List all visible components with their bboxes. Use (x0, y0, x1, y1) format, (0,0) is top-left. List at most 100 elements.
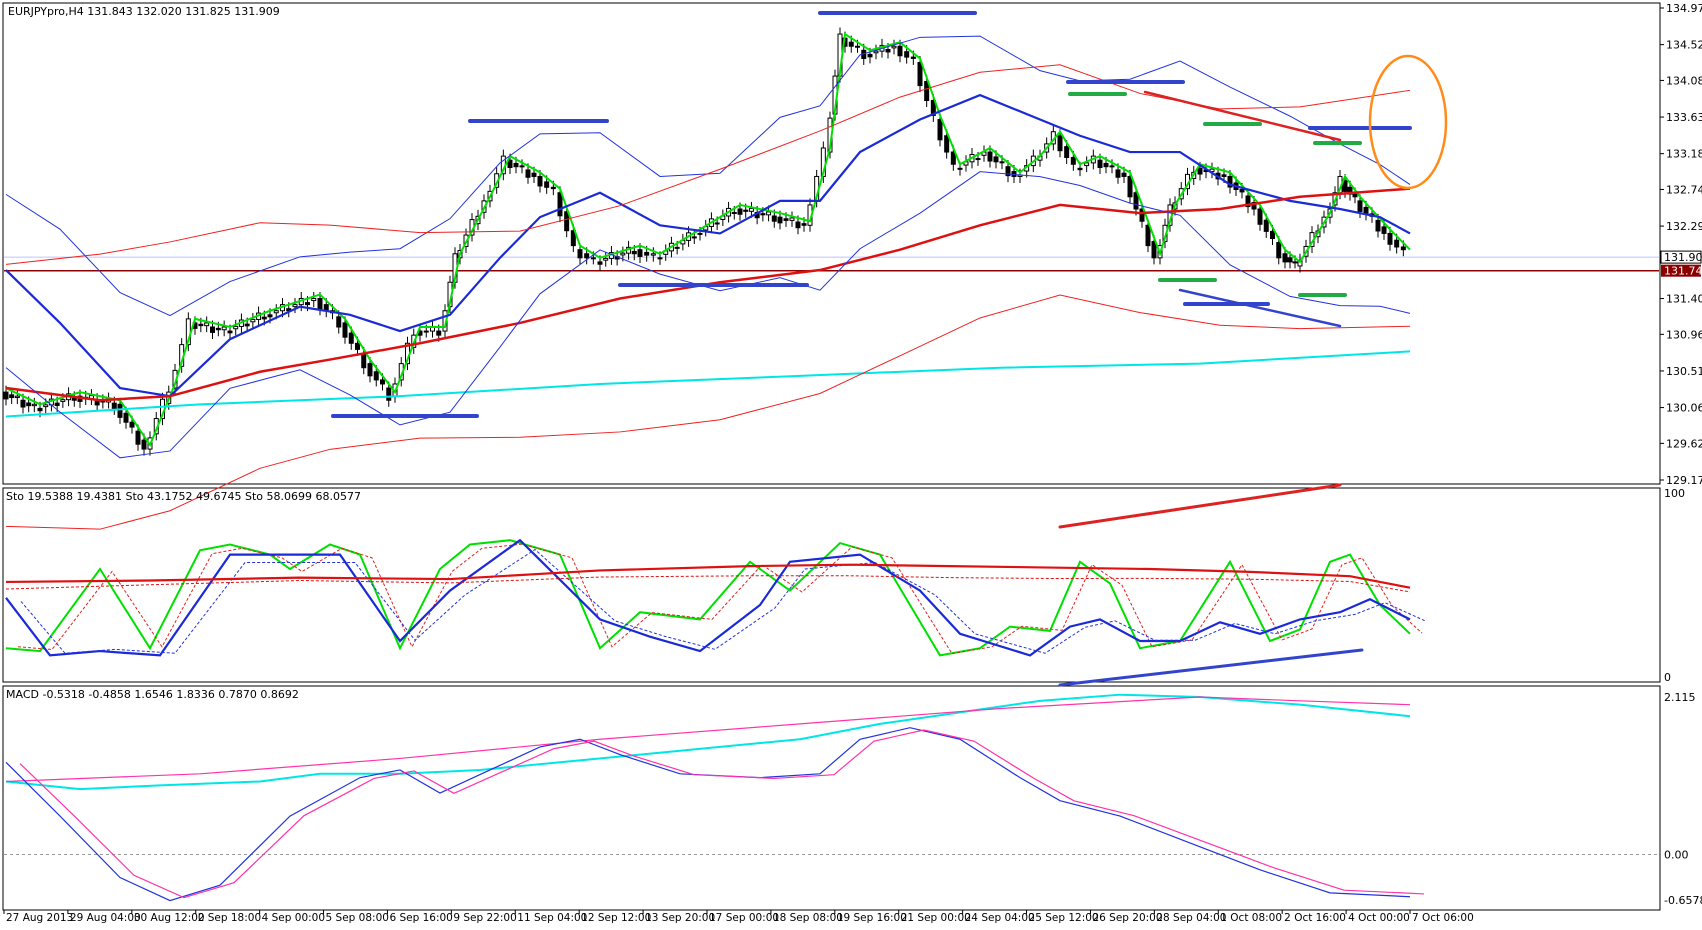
stoch-blue-trendline (1058, 648, 1364, 687)
candle-body (305, 302, 310, 306)
candle-body (60, 399, 66, 402)
candle-body (31, 403, 37, 407)
time-tick-label: 17 Sep 00:00 (709, 912, 779, 924)
current-price-label: 131.909 (1664, 251, 1702, 264)
candle-body (1270, 230, 1275, 240)
candle-body (342, 322, 348, 338)
candle-body (873, 50, 879, 54)
stoch-fast-line (5, 539, 1411, 657)
stoch-mid-line (5, 538, 1411, 657)
candle-body (644, 251, 650, 256)
candle-body (855, 45, 860, 48)
candle-body (891, 45, 897, 49)
price-tick-label: 132.740 (1666, 183, 1702, 196)
price-tick-label: 130.960 (1666, 328, 1702, 341)
candle-body (513, 162, 519, 168)
candle-body (250, 318, 256, 323)
candle-body (3, 391, 9, 400)
candle-body (1381, 226, 1387, 234)
candle-body (210, 326, 215, 333)
candle-body (519, 165, 525, 168)
candle-body (273, 310, 279, 314)
time-tick-label: 4 Sep 00:00 (262, 912, 325, 924)
stoch-panel-frame (2, 487, 1661, 683)
bollinger-lower-blue (5, 171, 1411, 459)
candle-body (766, 211, 772, 216)
resistance-trendline (1143, 90, 1342, 142)
price-tick-label: 134.080 (1666, 74, 1702, 87)
candle-body (367, 363, 373, 377)
candle-body (531, 172, 537, 177)
bollinger-upper-blue (5, 35, 1411, 317)
time-tick-label: 26 Sep 20:00 (1092, 912, 1162, 924)
candle-body (373, 371, 379, 381)
candle-body (577, 249, 583, 259)
price-tick-label: 130.510 (1666, 365, 1702, 378)
candle-body (1263, 219, 1269, 232)
candle-body (993, 156, 999, 163)
candle-body (987, 151, 993, 162)
candle-body (54, 402, 60, 406)
candle-body (317, 298, 323, 310)
candle-body (620, 252, 626, 256)
candle-body (1121, 172, 1127, 177)
candle-body (1400, 246, 1406, 251)
candle-body (697, 232, 703, 235)
price-panel-title: EURJPYpro,H4 131.843 132.020 131.825 131… (8, 5, 280, 18)
time-tick-label: 2 Sep 18:00 (198, 912, 261, 924)
candle-body (657, 257, 663, 260)
price-axis: 134.970 134.520 134.080 133.630 133.180 132.7… (1660, 2, 1702, 487)
support-trendline (1178, 288, 1342, 328)
candle-body (292, 304, 298, 308)
time-tick-label: 28 Sep 04:00 (1156, 912, 1226, 924)
candle-body (1084, 162, 1090, 167)
candle-body (910, 56, 916, 59)
highlight-ellipse (1368, 54, 1448, 190)
ma-fast-line (5, 32, 1411, 448)
macd-panel-title: MACD -0.5318 -0.4858 1.6546 1.8336 0.787… (6, 688, 299, 701)
bollinger-lower-red (5, 294, 1411, 530)
level-price-box (1661, 264, 1701, 277)
candle-body (777, 216, 783, 224)
candle-body (650, 253, 656, 256)
level-price-label: 131.742 (1664, 265, 1702, 278)
candle-body (215, 327, 221, 331)
candle-body (336, 316, 342, 328)
macd-pink-signal-line (19, 729, 1425, 899)
price-panel-frame (2, 2, 1661, 485)
candle-body (1064, 146, 1070, 158)
candle-body (1375, 219, 1381, 232)
candle-body (221, 326, 227, 331)
price-tick-label: 133.630 (1666, 111, 1702, 124)
macd-tick-label: -0.6578 (1664, 894, 1702, 907)
candle-body (123, 412, 129, 423)
candle-body (1245, 195, 1251, 208)
candle-body (129, 421, 135, 428)
candle-body (507, 159, 513, 169)
time-tick-label: 30 Aug 12:00 (134, 912, 205, 924)
candle-body (904, 51, 910, 58)
candle-body (198, 323, 204, 327)
candle-body (603, 257, 609, 261)
ma-mid-line (5, 93, 1411, 398)
price-tick-label: 130.060 (1666, 402, 1702, 415)
macd-pink-slow-line (5, 696, 1411, 783)
annotation-layer (331, 11, 1448, 687)
macd-axis: 2.115 0.00 -0.6578 (1664, 691, 1702, 907)
candle-body (117, 403, 123, 418)
candle-body (1151, 241, 1157, 259)
candle-body (584, 253, 590, 259)
price-tick-label: 133.180 (1666, 148, 1702, 161)
stoch-tick-label: 0 (1664, 671, 1671, 684)
time-tick-label: 9 Sep 22:00 (453, 912, 516, 924)
candle-body (1127, 175, 1133, 198)
candle-body (801, 223, 807, 226)
candle-body (1282, 253, 1288, 263)
candle-body (311, 298, 317, 302)
candle-body (1109, 165, 1115, 168)
candle-body (544, 181, 550, 188)
candle-body (1133, 192, 1139, 210)
candle-body (43, 404, 49, 408)
candle-body (714, 222, 720, 225)
